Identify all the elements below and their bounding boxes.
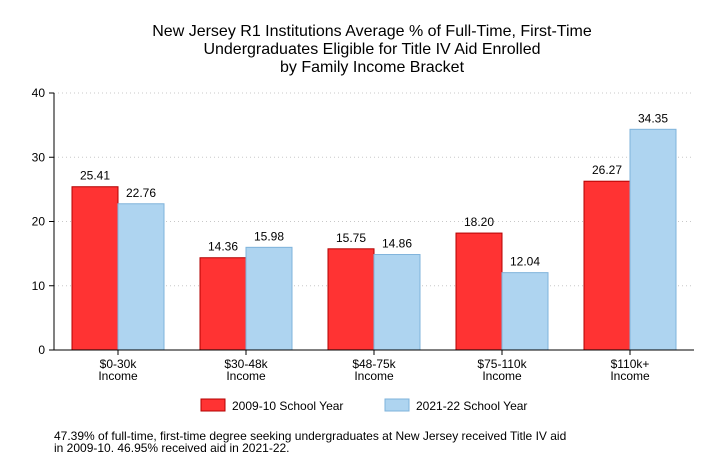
data-label: 25.41 — [80, 169, 110, 183]
x-tick-label: Income — [98, 369, 138, 383]
data-labels: 25.41 22.76 14.36 15.98 15.75 14.86 18.20 12.04… — [80, 111, 668, 268]
bar — [373, 254, 421, 351]
footnote-line-1: 47.39% of full-time, first-time degree s… — [54, 429, 567, 443]
x-tick-label: $0-30k — [100, 357, 138, 371]
data-label: 15.98 — [254, 229, 284, 243]
x-tick-label: $30-48k — [224, 357, 268, 371]
data-label: 26.27 — [592, 163, 622, 177]
legend-swatch — [200, 398, 226, 412]
legend-swatch — [384, 398, 410, 412]
x-tick-label: Income — [482, 369, 522, 383]
data-label: 15.75 — [336, 231, 366, 245]
y-axis: 0 10 20 30 40 — [32, 86, 55, 357]
x-axis: $0-30kIncome$30-48kIncome$48-75kIncome$7… — [54, 349, 694, 383]
x-tick-label: Income — [610, 369, 650, 383]
bar — [583, 180, 631, 351]
legend-label: 2021-22 School Year — [416, 399, 527, 413]
data-label: 14.86 — [382, 237, 412, 251]
x-tick-label: Income — [226, 369, 266, 383]
x-tick-label: Income — [354, 369, 394, 383]
bar — [327, 248, 375, 351]
bar — [199, 257, 247, 351]
bar — [245, 246, 293, 351]
bar — [71, 186, 119, 351]
chart-title-line-2: Undergraduates Eligible for Title IV Aid… — [203, 41, 540, 58]
footnote: 47.39% of full-time, first-time degree s… — [54, 430, 654, 454]
footnote-line-2: in 2009-10. 46.95% received aid in 2021-… — [54, 441, 290, 455]
bar — [455, 232, 503, 351]
data-label: 14.36 — [208, 240, 238, 254]
legend-label: 2009-10 School Year — [232, 399, 343, 413]
data-label: 34.35 — [638, 111, 668, 125]
legend: 2009-10 School Year 2021-22 School Year — [200, 398, 527, 413]
y-tick-label: 30 — [32, 150, 46, 164]
data-label: 18.20 — [464, 215, 494, 229]
bar — [117, 203, 165, 351]
bars — [71, 128, 677, 351]
data-label: 22.76 — [126, 186, 156, 200]
x-tick-label: $48-75k — [352, 357, 396, 371]
bar — [501, 272, 549, 351]
data-label: 12.04 — [510, 255, 540, 269]
y-tick-label: 40 — [32, 86, 46, 100]
y-tick-label: 0 — [38, 343, 45, 357]
chart-title-line-3: by Family Income Bracket — [280, 59, 465, 76]
bar — [629, 128, 677, 351]
y-tick-label: 10 — [32, 279, 46, 293]
chart-title-line-1: New Jersey R1 Institutions Average % of … — [152, 23, 592, 40]
x-tick-label: $110k+ — [611, 357, 650, 371]
y-tick-label: 20 — [32, 215, 46, 229]
x-tick-label: $75-110k — [477, 357, 527, 371]
